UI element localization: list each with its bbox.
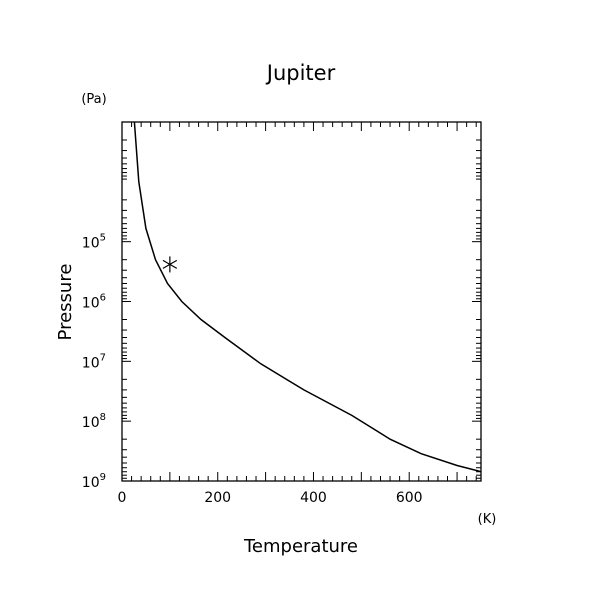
- temperature-pressure-profile-line: [133, 122, 481, 473]
- x-tick-label: 200: [204, 490, 231, 506]
- x-axis-label: Temperature: [243, 536, 358, 557]
- asterisk-marker: [162, 256, 178, 273]
- minor-tick-marks: [122, 122, 481, 481]
- y-tick-label: 105: [82, 233, 106, 252]
- y-tick-label: 107: [82, 352, 106, 371]
- plot-area: [133, 122, 481, 473]
- plot-frame: [121, 121, 482, 482]
- x-axis-ticks: 0 200 400 600: [118, 122, 458, 506]
- x-tick-label: 400: [300, 490, 327, 506]
- asterisk-stroke: [162, 259, 178, 269]
- y-axis-unit: (Pa): [81, 92, 106, 107]
- y-axis-label: Pressure: [55, 264, 76, 341]
- y-tick-label: 109: [82, 472, 106, 491]
- x-axis-unit: (K): [478, 512, 497, 527]
- x-tick-label: 600: [396, 490, 423, 506]
- y-tick-label: 108: [82, 412, 106, 431]
- y-tick-label: 106: [82, 293, 106, 312]
- x-tick-label: 0: [118, 490, 127, 506]
- chart-title: Jupiter: [265, 61, 336, 85]
- y-axis-ticks: 105 106 107 108 109: [82, 233, 481, 491]
